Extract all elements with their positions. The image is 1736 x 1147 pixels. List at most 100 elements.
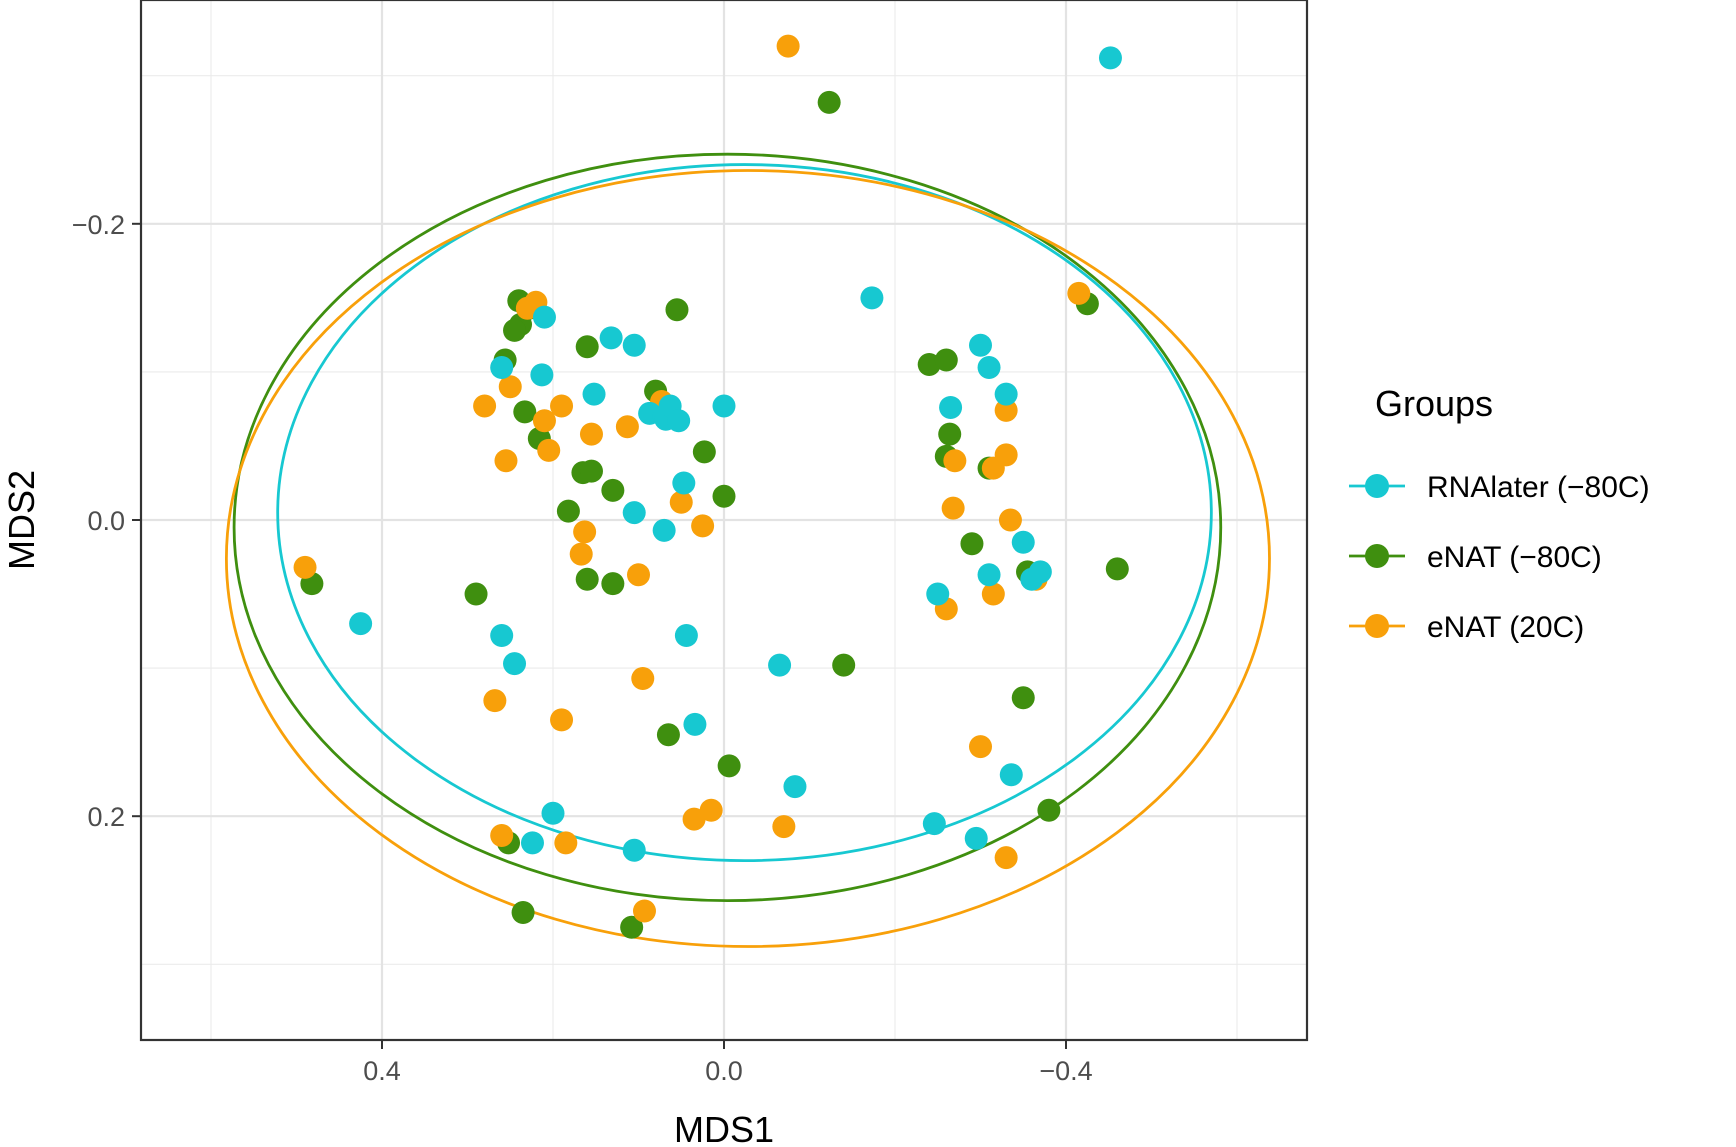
y-tick-label: 0.2 (87, 802, 125, 832)
point-series-2 (556, 499, 580, 523)
point-series-3 (981, 582, 1005, 606)
x-tick-label: −0.4 (1039, 1056, 1092, 1086)
point-series-1 (683, 712, 707, 736)
point-series-3 (532, 409, 556, 433)
point-series-3 (615, 415, 639, 439)
point-series-1 (490, 624, 514, 648)
point-series-3 (537, 438, 561, 462)
ellipse-series-2 (232, 152, 1223, 903)
point-series-1 (503, 652, 527, 676)
point-series-1 (783, 775, 807, 799)
x-tick-label: 0.0 (705, 1056, 743, 1086)
point-series-2 (503, 318, 527, 342)
point-series-3 (1067, 281, 1091, 305)
point-series-3 (699, 798, 723, 822)
y-tick-label: −0.2 (72, 210, 125, 240)
point-series-2 (1105, 557, 1129, 581)
point-series-1 (582, 382, 606, 406)
ellipse-series-1 (276, 163, 1213, 863)
point-series-2 (601, 478, 625, 502)
legend-key-marker (1365, 614, 1389, 638)
point-series-3 (494, 449, 518, 473)
legend-keys: RNAlater (−80C) eNAT (−80C) eNAT (20C) (1349, 471, 1650, 644)
point-series-1 (532, 305, 556, 329)
point-series-1 (674, 624, 698, 648)
point-series-2 (511, 900, 535, 924)
point-series-2 (817, 90, 841, 114)
point-series-3 (573, 520, 597, 544)
axes: 0.4 0.0 −0.4 −0.2 0.0 0.2 (72, 210, 1093, 1086)
point-series-1 (622, 501, 646, 525)
point-series-1 (860, 286, 884, 310)
confidence-ellipses (224, 152, 1271, 948)
point-series-3 (473, 394, 497, 418)
point-series-2 (579, 459, 603, 483)
point-series-1 (667, 409, 691, 433)
point-series-3 (776, 34, 800, 58)
point-series-1 (599, 326, 623, 350)
point-series-2 (513, 400, 537, 424)
grid-lines (141, 0, 1307, 1040)
point-series-1 (922, 812, 946, 836)
point-series-3 (969, 735, 992, 759)
point-series-3 (293, 555, 317, 579)
point-series-1 (622, 838, 646, 862)
point-series-2 (712, 484, 736, 508)
point-series-1 (672, 471, 696, 495)
point-series-1 (977, 355, 1001, 379)
point-series-3 (994, 846, 1018, 870)
point-series-1 (349, 612, 373, 636)
point-series-1 (994, 382, 1018, 406)
point-series-2 (575, 567, 599, 591)
point-series-2 (601, 572, 625, 596)
point-series-1 (1011, 530, 1035, 554)
point-series-3 (943, 449, 967, 473)
point-series-3 (994, 398, 1018, 422)
point-series-1 (530, 363, 554, 387)
point-series-3 (981, 456, 1005, 480)
point-series-1 (977, 563, 1001, 587)
point-series-1 (712, 394, 736, 418)
point-series-3 (941, 496, 965, 520)
point-series-3 (627, 563, 650, 587)
point-series-2 (938, 422, 962, 446)
legend-key-marker (1365, 474, 1389, 498)
point-series-3 (998, 508, 1022, 532)
point-series-2 (656, 723, 680, 747)
point-series-3 (483, 689, 507, 713)
point-series-1 (999, 763, 1023, 787)
point-series-3 (691, 514, 715, 538)
legend-label: eNAT (20C) (1427, 611, 1584, 644)
point-series-1 (969, 333, 992, 357)
point-series-2 (575, 335, 599, 359)
point-series-3 (550, 394, 574, 418)
point-series-2 (832, 653, 856, 677)
point-series-2 (464, 582, 488, 606)
point-series-1 (964, 826, 988, 850)
point-series-1 (520, 831, 544, 855)
legend-key-marker (1365, 544, 1389, 568)
point-series-2 (960, 532, 984, 556)
point-series-1 (541, 801, 565, 825)
legend-label: RNAlater (−80C) (1427, 471, 1650, 504)
point-series-3 (682, 807, 706, 831)
point-series-3 (490, 823, 514, 847)
point-series-1 (926, 582, 950, 606)
point-series-3 (632, 899, 656, 923)
point-series-2 (692, 440, 716, 464)
point-series-3 (772, 815, 796, 839)
point-series-1 (652, 518, 676, 542)
data-points (293, 34, 1129, 939)
x-axis-title: MDS1 (674, 1109, 774, 1147)
point-series-2 (1011, 686, 1035, 710)
point-series-3 (579, 422, 603, 446)
y-tick-label: 0.0 (87, 506, 125, 536)
point-series-2 (665, 298, 689, 322)
point-series-3 (554, 831, 578, 855)
point-series-2 (1037, 798, 1061, 822)
point-series-1 (1028, 560, 1052, 584)
legend: Groups RNAlater (−80C) eNAT (−80C) eNAT (2… (1349, 383, 1650, 644)
point-series-2 (934, 348, 958, 372)
point-series-1 (622, 333, 646, 357)
point-series-2 (620, 915, 644, 939)
